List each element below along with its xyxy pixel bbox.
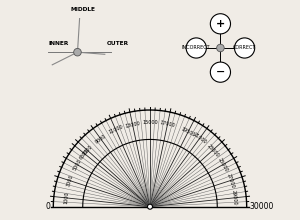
Text: 3000: 3000 <box>66 174 74 187</box>
Text: 13000: 13000 <box>124 120 141 128</box>
Text: 23000: 23000 <box>206 143 220 158</box>
Circle shape <box>210 14 230 34</box>
Text: MIDDLE: MIDDLE <box>70 7 95 12</box>
Text: INCORRECT: INCORRECT <box>182 46 211 51</box>
Text: 27000: 27000 <box>225 172 235 189</box>
Text: 5000: 5000 <box>72 158 83 171</box>
Text: 21000: 21000 <box>192 132 207 145</box>
Circle shape <box>186 38 206 58</box>
Text: 9000: 9000 <box>94 133 107 144</box>
Text: 30000: 30000 <box>250 202 274 211</box>
Text: 11000: 11000 <box>108 125 124 135</box>
Text: 25000: 25000 <box>217 157 229 173</box>
Text: 29000: 29000 <box>230 190 237 206</box>
Text: 1000: 1000 <box>63 191 70 204</box>
Text: OUTER: OUTER <box>107 41 129 46</box>
Text: 19500: 19500 <box>180 126 196 138</box>
Text: CORRECT: CORRECT <box>233 46 256 51</box>
Circle shape <box>210 62 230 82</box>
Text: 6500: 6500 <box>79 147 91 160</box>
Circle shape <box>74 48 81 56</box>
Text: 17000: 17000 <box>159 120 176 128</box>
Circle shape <box>148 204 152 209</box>
Text: 7000: 7000 <box>82 144 94 157</box>
Text: +: + <box>216 19 225 29</box>
Circle shape <box>235 38 255 58</box>
Circle shape <box>217 44 224 52</box>
Text: 0: 0 <box>45 202 50 211</box>
Text: 15000: 15000 <box>142 120 158 125</box>
Text: INNER: INNER <box>48 41 68 46</box>
Text: −: − <box>216 67 225 77</box>
